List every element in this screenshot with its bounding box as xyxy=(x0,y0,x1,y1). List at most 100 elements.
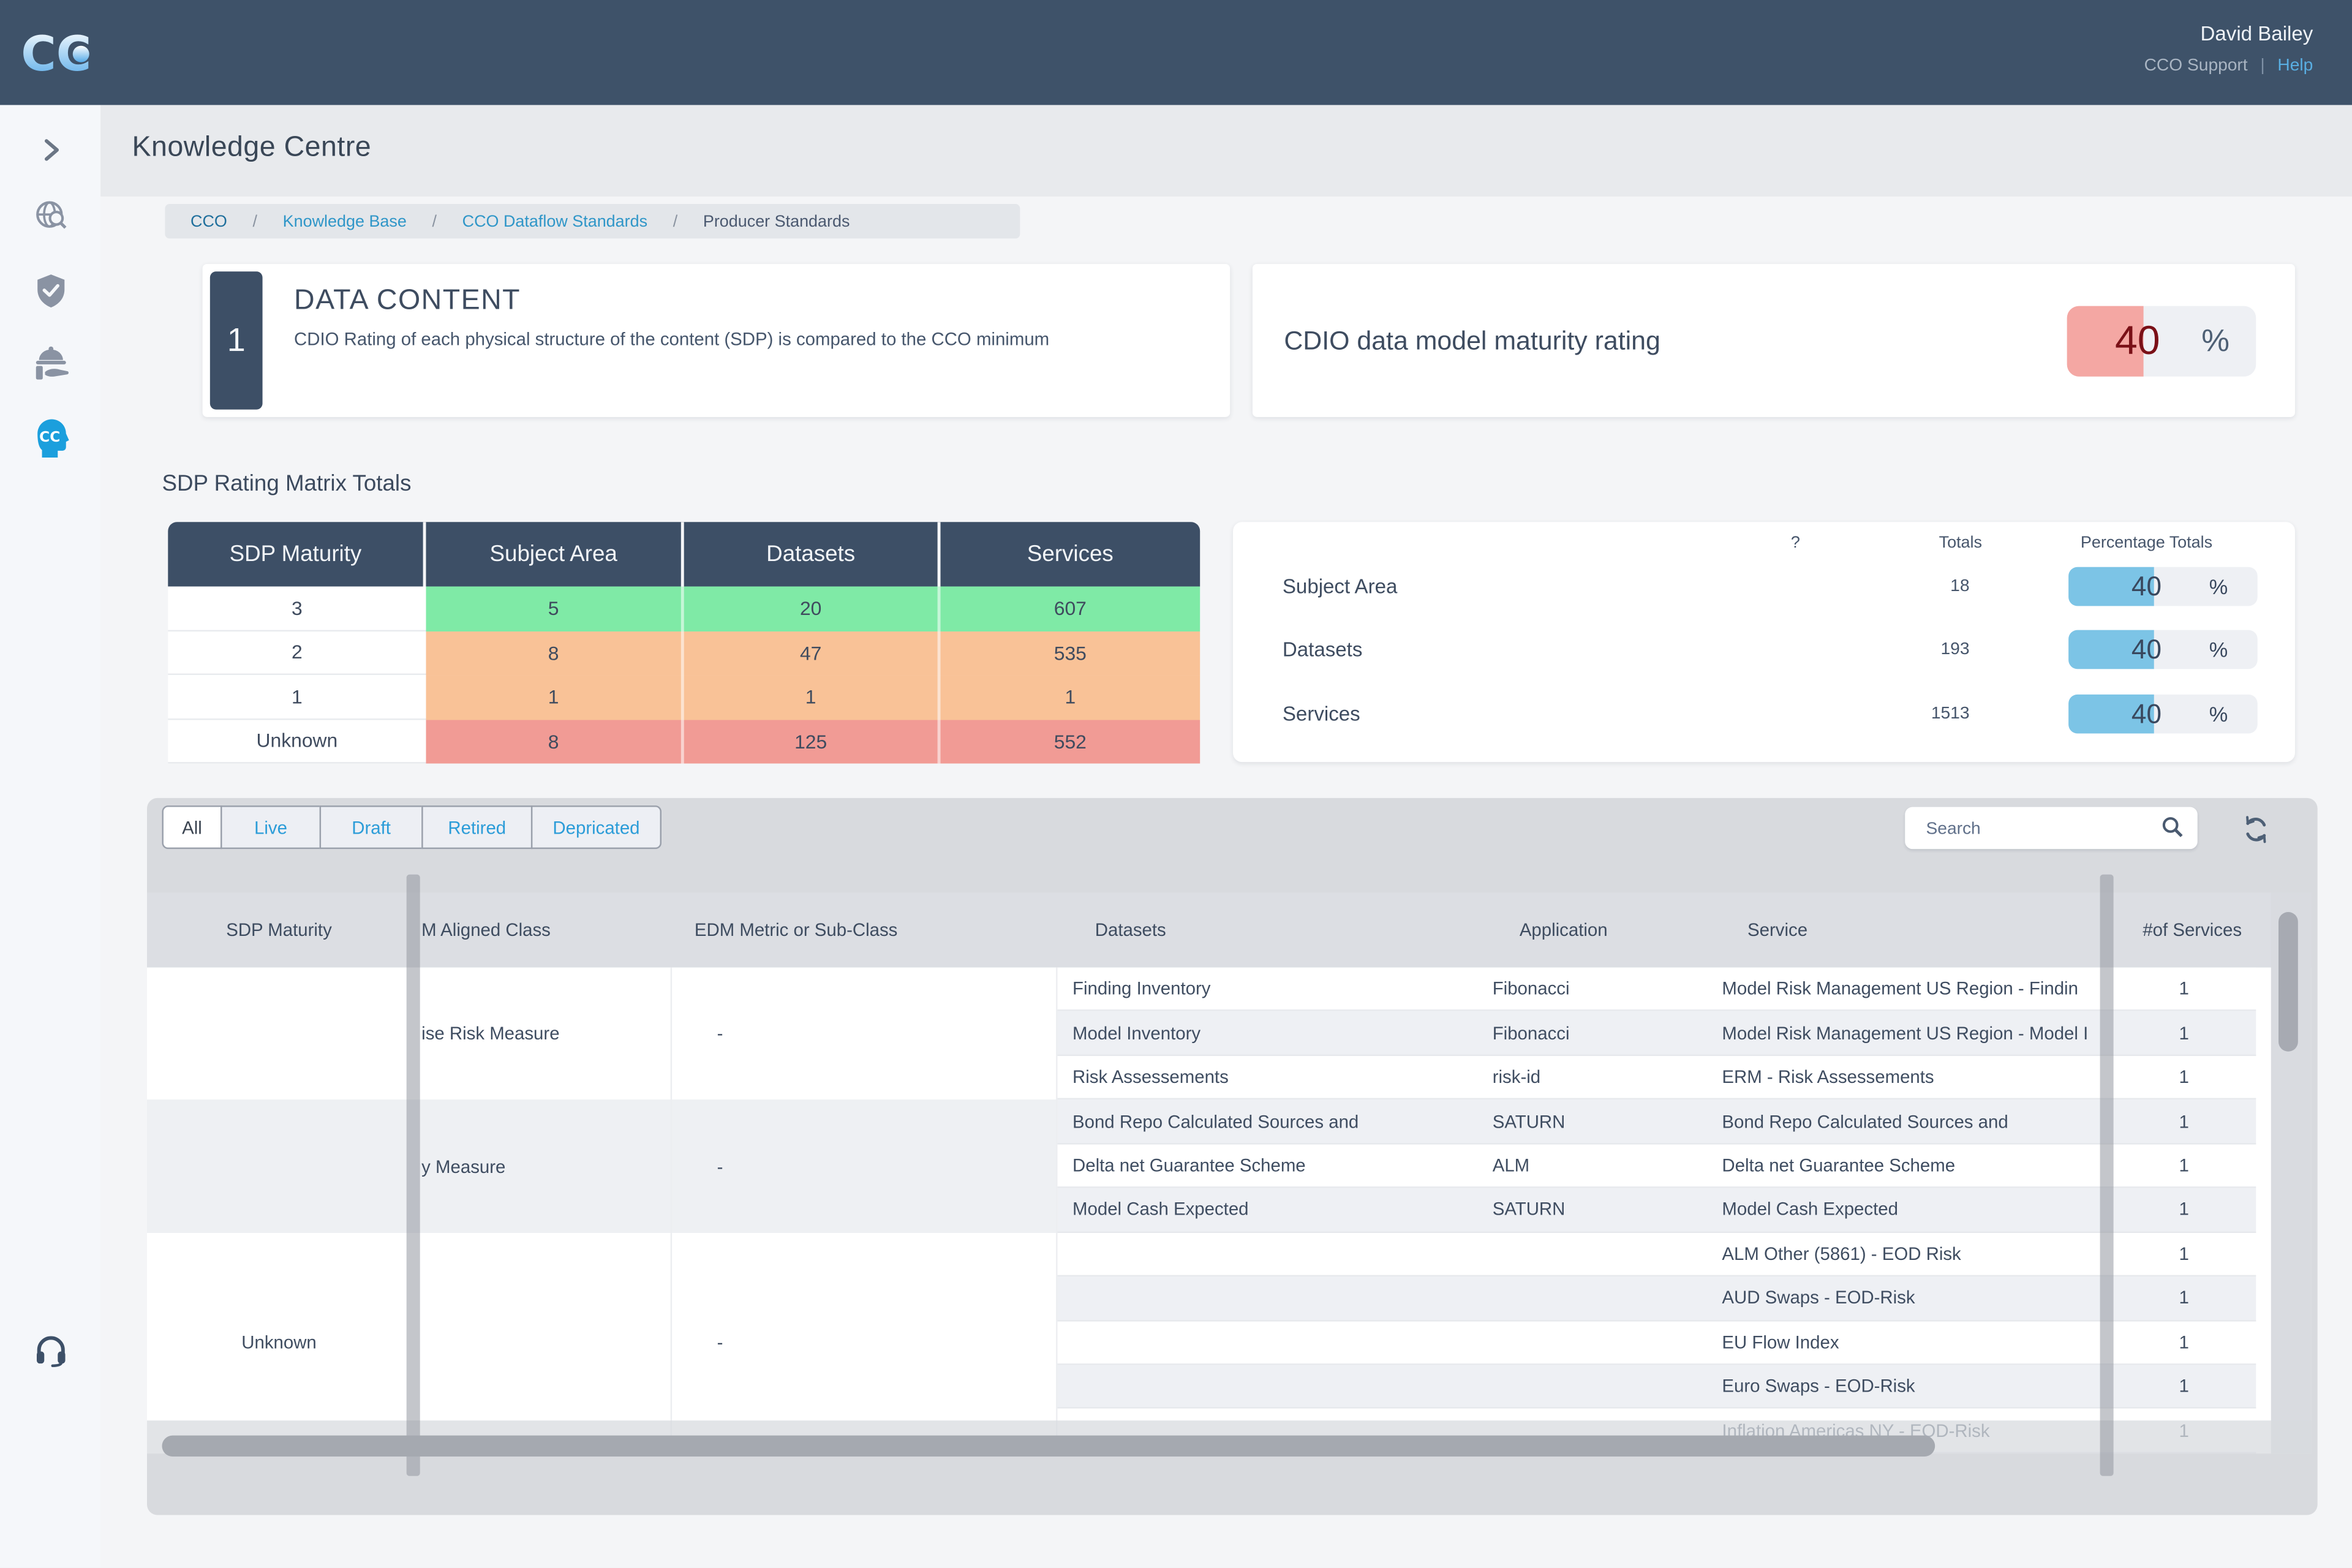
table-group-rows: Finding Inventory Fibonacci Model Risk Man… xyxy=(1057,967,2256,1100)
cell-dataset xyxy=(1058,1232,1478,1275)
title-band: Knowledge Centre xyxy=(100,105,2352,197)
cell-service-count: 1 xyxy=(2179,1243,2189,1265)
totals-row-label: Services xyxy=(1282,703,1360,726)
vertical-scrollbar-thumb[interactable] xyxy=(2278,911,2298,1052)
globe-search-icon[interactable] xyxy=(0,198,100,234)
breadcrumb-item-knowledge-base[interactable]: Knowledge Base xyxy=(282,212,407,230)
col-header-4[interactable]: Datasets xyxy=(1095,919,1166,941)
cell-service: Bond Repo Calculated Sources and xyxy=(1722,1110,2008,1132)
cell-service: ERM - Risk Assessements xyxy=(1722,1066,1934,1088)
totals-percentage-value: 40 xyxy=(2131,570,2162,601)
cell-application: SATURN xyxy=(1492,1199,1566,1221)
col-header-1[interactable]: SDP Maturity xyxy=(226,919,332,941)
chevron-right-icon[interactable] xyxy=(0,138,100,162)
tab-all[interactable]: All xyxy=(162,805,222,850)
matrix-maturity-cell: 1 xyxy=(168,675,426,720)
left-pane-divider-scrollbar[interactable] xyxy=(406,874,420,1476)
shield-check-icon[interactable] xyxy=(0,273,100,309)
totals-col-header: Totals xyxy=(1939,533,1983,552)
col-header-7[interactable]: #of Services xyxy=(2143,919,2242,941)
cell-application: ALM xyxy=(1492,1155,1530,1177)
breadcrumb-item-cco-dataflow-standards[interactable]: CCO Dataflow Standards xyxy=(462,212,648,230)
table-row[interactable]: AUD Swaps - EOD-Risk 1 xyxy=(1057,1276,2256,1321)
matrix-value-cell: 607 xyxy=(940,586,1200,631)
tab-retired[interactable]: Retired xyxy=(421,805,533,850)
totals-row-total: 18 xyxy=(1950,577,1970,596)
maturity-rating-bar xyxy=(2067,306,2144,377)
tab-depricated[interactable]: Depricated xyxy=(530,805,662,850)
maturity-rating-unit: % xyxy=(2201,323,2230,358)
matrix-col-header: Subject Area xyxy=(426,522,684,587)
headset-icon[interactable] xyxy=(0,1335,100,1368)
col-header-5[interactable]: Application xyxy=(1519,919,1608,941)
user-name[interactable]: David Bailey xyxy=(2200,22,2313,45)
table-row[interactable]: ALM Other (5861) - EOD Risk 1 xyxy=(1057,1232,2256,1277)
cell-service: Delta net Guarantee Scheme xyxy=(1722,1155,1956,1177)
table-row[interactable]: Risk Assessements risk-id ERM - Risk Asses… xyxy=(1057,1055,2256,1100)
totals-col-header: ? xyxy=(1790,533,1800,552)
cell-service: ALM Other (5861) - EOD Risk xyxy=(1722,1243,1961,1265)
matrix-col-header: Services xyxy=(1027,541,1114,567)
cell-service-count: 1 xyxy=(2179,1110,2189,1132)
matrix-header-row: SDP Maturity Subject Area Datasets Services xyxy=(168,522,1200,587)
knowledge-head-icon[interactable]: CC xyxy=(0,417,100,459)
cell-sdp-maturity xyxy=(147,1100,411,1232)
breadcrumb-item-cco[interactable]: CCO xyxy=(190,212,227,230)
cell-dataset: Bond Repo Calculated Sources and xyxy=(1072,1110,1359,1132)
col-header-2[interactable]: M Aligned Class xyxy=(421,919,551,941)
tab-draft[interactable]: Draft xyxy=(319,805,423,850)
cell-service-count: 1 xyxy=(2179,1155,2189,1177)
matrix-value-cell: 535 xyxy=(940,630,1200,676)
table-row[interactable]: Delta net Guarantee Scheme ALM Delta net G… xyxy=(1057,1144,2256,1189)
table-row[interactable]: Model Cash Expected SATURN Model Cash Expe… xyxy=(1057,1188,2256,1233)
table-row[interactable]: Euro Swaps - EOD-Risk 1 xyxy=(1057,1365,2256,1409)
matrix-maturity-cell: 3 xyxy=(168,586,426,631)
cell-application xyxy=(1477,1321,1702,1363)
help-link[interactable]: Help xyxy=(2277,57,2313,75)
table-header-row: SDP Maturity M Aligned Class EDM Metric or… xyxy=(147,892,2271,968)
cell-application: risk-id xyxy=(1492,1066,1541,1088)
maturity-rating-card: CDIO data model maturity rating 40 % xyxy=(1252,264,2295,417)
tab-live[interactable]: Live xyxy=(221,805,322,850)
cell-application: SATURN xyxy=(1492,1110,1566,1132)
top-bar: CC David Bailey CCO Support | Help xyxy=(0,0,2352,105)
cell-edm-metric: - xyxy=(670,967,1058,1100)
cell-edm-metric: - xyxy=(670,1099,1058,1233)
cell-edm-metric: - xyxy=(670,1232,1058,1453)
totals-percentage-bar xyxy=(2068,630,2154,669)
totals-percentage-pill: 40% xyxy=(2068,567,2258,606)
matrix-value-cell: 8 xyxy=(426,630,684,676)
table-row[interactable]: EU Flow Index 1 xyxy=(1057,1321,2256,1365)
table-group-rows: Bond Repo Calculated Sources and SATURN Bo… xyxy=(1057,1099,2256,1233)
col-header-6[interactable]: Service xyxy=(1747,919,1808,941)
table-row[interactable]: Finding Inventory Fibonacci Model Risk Man… xyxy=(1057,967,2256,1012)
totals-panel: ? Totals Percentage Totals Subject Area 18 40… xyxy=(1233,522,2295,763)
cell-application xyxy=(1477,1232,1702,1275)
table-group-frozen-cells: ise Risk Measure - xyxy=(147,967,1058,1100)
cell-dataset xyxy=(1058,1365,1478,1408)
search-box xyxy=(1905,807,2198,853)
matrix-value-cell: 20 xyxy=(684,586,941,631)
search-icon[interactable] xyxy=(2162,816,2184,846)
cc-logo-icon[interactable]: CC xyxy=(21,24,108,91)
table-row[interactable]: Model Inventory Fibonacci Model Risk Manag… xyxy=(1057,1011,2256,1056)
search-input[interactable] xyxy=(1923,807,2154,853)
service-tray-icon[interactable] xyxy=(0,345,100,381)
cell-service-count: 1 xyxy=(2179,1022,2189,1044)
breadcrumb: CCO / Knowledge Base / CCO Dataflow Standard… xyxy=(165,204,1020,239)
matrix-col-header: Datasets xyxy=(684,522,941,587)
table-row[interactable]: Bond Repo Calculated Sources and SATURN Bo… xyxy=(1057,1099,2256,1145)
refresh-icon[interactable] xyxy=(2241,815,2271,852)
col-header-3[interactable]: EDM Metric or Sub-Class xyxy=(694,919,898,941)
cell-application xyxy=(1477,1276,1702,1319)
table-group: y Measure - Bond Repo Calculated Sources a… xyxy=(147,1099,2312,1233)
matrix-row: 2 8 47 535 xyxy=(168,630,1200,676)
totals-row-label: Subject Area xyxy=(1282,575,1398,598)
matrix-value-cell: 125 xyxy=(684,719,941,764)
matrix-value-cell: 47 xyxy=(684,630,941,676)
cell-sdp-maturity: Unknown xyxy=(241,1332,317,1354)
matrix-value-cell: 1 xyxy=(426,675,684,720)
horizontal-scrollbar-thumb[interactable] xyxy=(162,1435,1936,1457)
maturity-rating-value: 40 xyxy=(2114,318,2160,363)
right-pane-divider-scrollbar[interactable] xyxy=(2100,874,2114,1476)
